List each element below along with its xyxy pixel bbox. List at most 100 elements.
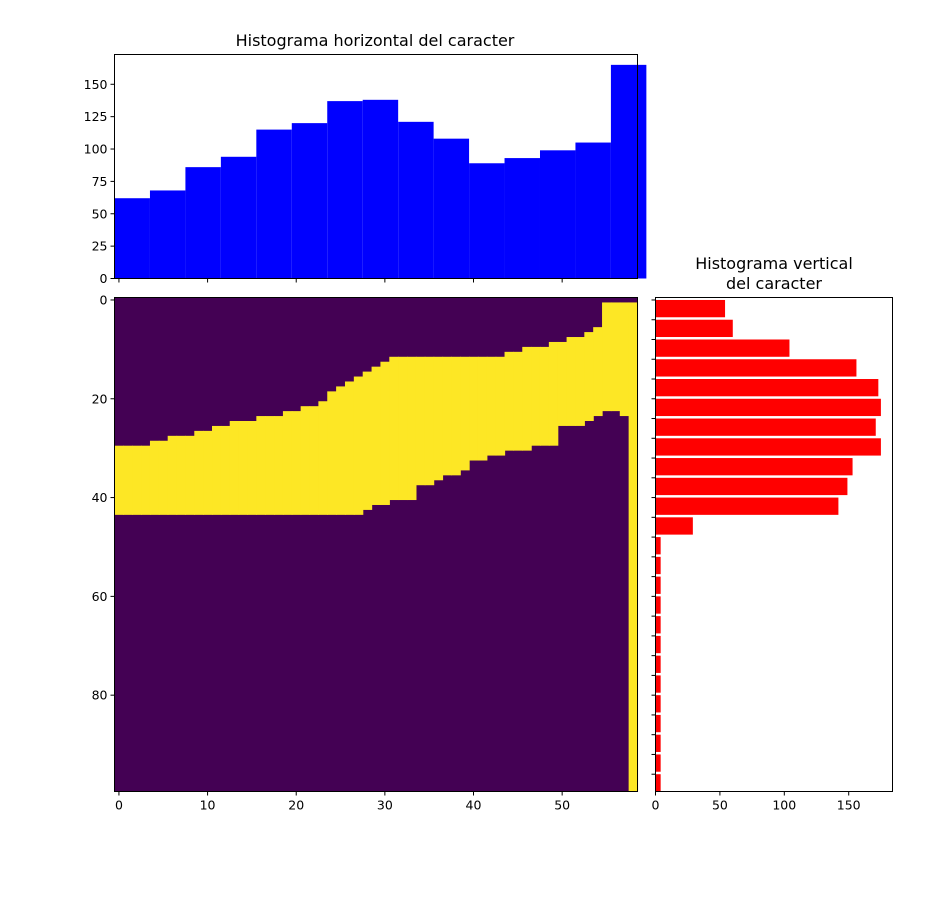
vertical-histogram-bar	[655, 299, 726, 318]
horizontal-histogram-bar	[185, 167, 221, 279]
character-image-column	[362, 371, 373, 510]
horizontal-histogram-y-tick-label: 125	[84, 109, 108, 124]
horizontal-histogram-title: Histograma horizontal del caracter	[236, 31, 515, 50]
character-image-column	[495, 356, 506, 456]
horizontal-histogram-bar	[469, 163, 505, 279]
horizontal-histogram-bar	[610, 64, 647, 279]
character-image-column	[185, 435, 195, 515]
character-image: 0 10 20 30 40 50 0 20 40 60 80	[92, 292, 639, 813]
character-image-x-tick-label: 20	[288, 798, 304, 813]
vertical-histogram-bar	[655, 458, 853, 476]
character-image-column	[486, 356, 497, 456]
character-image-y-tick-label: 40	[92, 490, 108, 505]
horizontal-histogram-bar	[220, 156, 257, 279]
character-image-column	[628, 302, 639, 792]
vertical-histogram-bar	[655, 398, 881, 417]
horizontal-histogram-bars	[114, 64, 647, 279]
horizontal-histogram-y-tick-label: 50	[92, 206, 108, 221]
character-image-column	[238, 421, 249, 515]
character-image-column	[300, 406, 311, 515]
character-image-column	[274, 416, 284, 515]
character-image-column	[212, 425, 222, 515]
horizontal-histogram-y-tick-label: 150	[84, 77, 108, 92]
character-image-column	[318, 401, 328, 515]
character-image-x-tick-label: 40	[466, 798, 482, 813]
character-image-column	[407, 356, 417, 501]
character-image-column	[477, 356, 488, 461]
vertical-histogram-bar	[655, 379, 879, 397]
horizontal-histogram-y-tick-label: 75	[92, 174, 108, 189]
character-image-column	[566, 337, 577, 426]
character-image-frame	[114, 297, 638, 792]
vertical-histogram-title-line1: Histograma vertical	[695, 254, 853, 273]
horizontal-histogram-y-tick-label: 25	[92, 239, 108, 254]
character-image-column	[149, 440, 160, 515]
character-image-column	[220, 425, 231, 515]
horizontal-histogram-bar	[539, 150, 576, 279]
character-image-column	[531, 346, 541, 446]
character-image-column	[424, 356, 435, 486]
character-image-column	[389, 356, 399, 501]
vertical-histogram-bar	[655, 596, 661, 614]
horizontal-histogram-bar	[398, 121, 434, 279]
horizontal-histogram-bar	[291, 123, 328, 279]
character-image-column	[194, 430, 204, 515]
character-image-column	[584, 332, 594, 421]
character-image-column	[513, 351, 523, 451]
vertical-histogram-frame	[655, 297, 893, 792]
character-image-column	[371, 366, 382, 505]
horizontal-histogram-bar	[362, 99, 399, 279]
horizontal-histogram-bar	[575, 142, 611, 279]
horizontal-histogram-bar	[504, 158, 540, 279]
vertical-histogram-bar	[655, 635, 661, 654]
vertical-histogram-bar	[655, 616, 661, 634]
character-image-column	[229, 421, 240, 515]
vertical-histogram-bar	[655, 695, 661, 713]
vertical-histogram-bar	[655, 734, 661, 752]
character-image-column	[593, 327, 603, 417]
character-image-column	[265, 416, 275, 515]
vertical-histogram-bar	[655, 556, 661, 575]
character-image-column	[442, 356, 452, 476]
character-image-column	[575, 337, 585, 426]
vertical-histogram-title-line2: del caracter	[726, 274, 822, 293]
character-image-pixels	[114, 297, 639, 792]
character-image-column	[548, 341, 559, 446]
vertical-histogram-bar	[655, 675, 661, 693]
character-image-column	[610, 302, 621, 412]
vertical-histogram-bar	[655, 537, 661, 555]
character-image-column	[132, 445, 142, 515]
character-image-column	[460, 356, 470, 471]
character-image-y-tick-label: 60	[92, 589, 108, 604]
character-image-column	[469, 356, 479, 461]
character-image-column	[415, 356, 426, 486]
horizontal-histogram-y-tick-label: 0	[100, 271, 108, 286]
character-image-column	[203, 430, 213, 515]
character-image-column	[353, 376, 364, 515]
character-image-y-tick-label: 20	[92, 391, 108, 406]
character-image-x-tick-label: 10	[200, 798, 216, 813]
character-image-column	[141, 445, 151, 515]
horizontal-histogram-bar	[256, 129, 292, 279]
character-image-column	[504, 351, 514, 451]
vertical-histogram-bar	[655, 517, 693, 535]
horizontal-histogram-bar	[149, 190, 186, 279]
vertical-histogram-bar	[655, 655, 661, 673]
character-image-column	[344, 381, 355, 515]
character-image-column	[557, 341, 568, 426]
character-image-column	[398, 356, 408, 501]
vertical-histogram-bar	[655, 576, 661, 594]
vertical-histogram-x-tick-label: 100	[772, 798, 796, 813]
vertical-histogram-bar	[655, 319, 733, 338]
vertical-histogram-x-axis: 0 50 100 150	[652, 791, 861, 813]
vertical-histogram-bar	[655, 497, 839, 515]
vertical-histogram-x-tick-label: 150	[837, 798, 861, 813]
character-image-y-axis: 0 20 40 60 80	[92, 292, 115, 703]
horizontal-histogram-y-tick-label: 100	[84, 142, 108, 157]
character-image-column	[291, 411, 302, 515]
vertical-histogram-bar	[655, 339, 790, 357]
horizontal-histogram: Histograma horizontal del caracter 0 25 50…	[84, 31, 647, 286]
horizontal-histogram-x-ticks	[118, 278, 563, 283]
character-image-column	[256, 416, 266, 515]
character-image-column	[539, 346, 550, 446]
